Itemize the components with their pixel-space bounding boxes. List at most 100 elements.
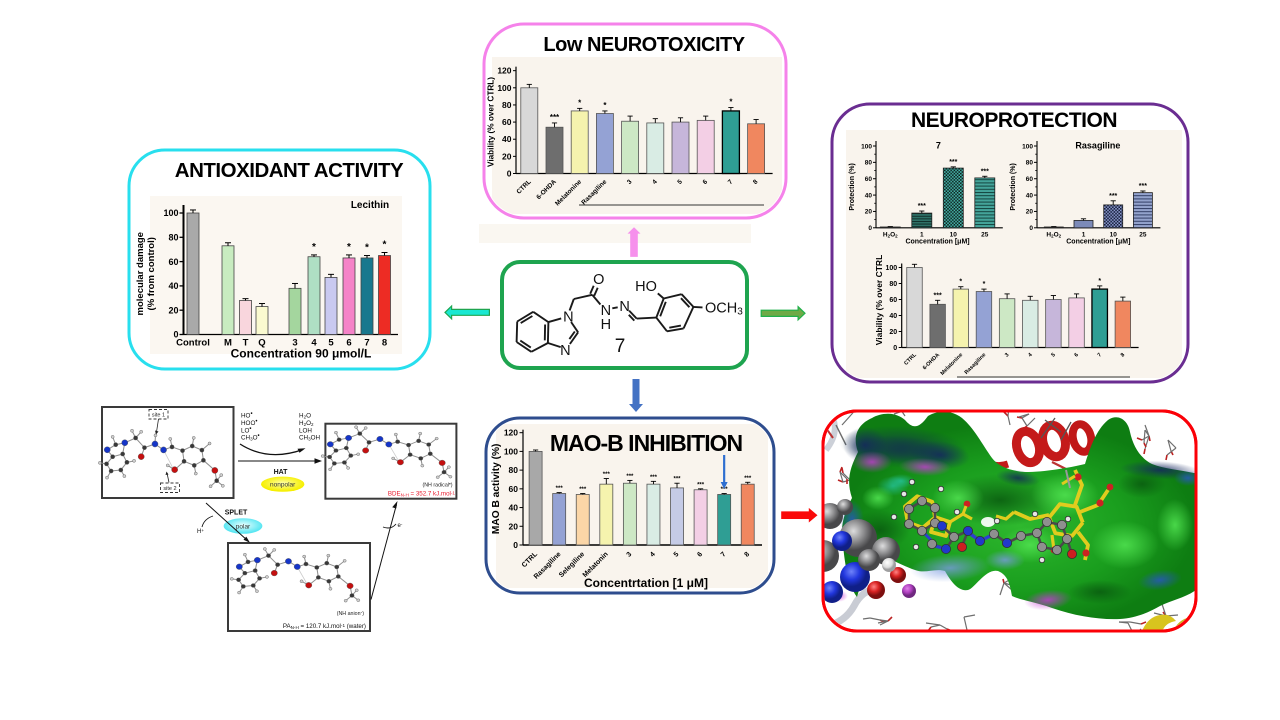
svg-text:120: 120 [504, 428, 518, 438]
svg-text:3: 3 [626, 178, 634, 186]
svg-text:0: 0 [507, 168, 512, 178]
svg-text:Control: Control [176, 338, 210, 349]
svg-text:N: N [560, 343, 570, 359]
svg-text:80: 80 [1026, 160, 1034, 167]
svg-text:***: *** [934, 292, 942, 299]
svg-text:0: 0 [868, 225, 872, 232]
svg-text:5: 5 [676, 178, 684, 186]
svg-text:Concentration [μM]: Concentration [μM] [905, 238, 969, 245]
svg-text:Protection (%): Protection (%) [849, 163, 856, 210]
svg-text:nonpolar: nonpolar [270, 482, 296, 489]
svg-text:*: * [578, 98, 582, 107]
svg-text:80: 80 [509, 465, 519, 475]
svg-text:4: 4 [311, 338, 317, 349]
svg-text:Rasagiline: Rasagiline [1075, 141, 1120, 151]
svg-text:Q: Q [258, 338, 265, 349]
svg-text:Protection (%): Protection (%) [1010, 163, 1017, 210]
svg-text:PAN-H = 120.7 kJ.mol-1 (water): PAN-H = 120.7 kJ.mol-1 (water) [283, 623, 366, 631]
svg-text:10: 10 [1110, 231, 1118, 238]
svg-text:OCH3: OCH3 [705, 301, 743, 318]
svg-text:CH3O•: CH3O• [241, 434, 260, 442]
svg-text:H2O2: H2O2 [299, 420, 314, 427]
svg-text:H: H [601, 317, 611, 333]
svg-text:7: 7 [615, 336, 626, 357]
svg-text:3: 3 [626, 551, 634, 559]
svg-text:site 1: site 1 [152, 413, 165, 419]
svg-text:molecular damage: molecular damage [135, 232, 146, 315]
svg-text:***: *** [603, 472, 611, 478]
svg-text:T: T [243, 338, 249, 349]
svg-text:40: 40 [865, 192, 873, 199]
svg-text:7: 7 [364, 338, 369, 349]
svg-text:8: 8 [743, 551, 751, 559]
svg-text:7: 7 [936, 141, 941, 151]
svg-text:O: O [593, 272, 604, 288]
svg-text:*: * [1098, 278, 1101, 285]
svg-text:HO: HO [635, 279, 657, 295]
svg-text:Concentration 90 μmol/L: Concentration 90 μmol/L [231, 347, 372, 361]
svg-text:NEUROPROTECTION: NEUROPROTECTION [911, 109, 1117, 132]
svg-text:(% from control): (% from control) [146, 237, 157, 310]
svg-text:6: 6 [696, 551, 704, 559]
svg-text:Viability (% over CTRL): Viability (% over CTRL) [487, 77, 496, 167]
svg-text:*: * [383, 239, 387, 250]
svg-text:5: 5 [1050, 352, 1056, 358]
svg-text:4: 4 [651, 178, 659, 186]
svg-text:10: 10 [950, 231, 958, 238]
svg-text:40: 40 [509, 503, 519, 513]
svg-text:40: 40 [502, 134, 512, 144]
svg-text:N: N [601, 303, 611, 319]
svg-text:*: * [312, 242, 316, 253]
svg-text:0: 0 [893, 345, 897, 352]
svg-text:H2O: H2O [299, 413, 311, 420]
svg-text:100: 100 [861, 143, 872, 150]
svg-text:0: 0 [173, 330, 178, 340]
svg-text:MAO B activity (%): MAO B activity (%) [491, 444, 502, 535]
svg-text:***: *** [697, 482, 705, 488]
svg-text:LO•: LO• [241, 427, 252, 435]
svg-text:20: 20 [502, 151, 512, 161]
svg-text:100: 100 [163, 208, 178, 218]
svg-text:(NH anion-): (NH anion-) [337, 610, 365, 618]
svg-text:3: 3 [1004, 352, 1010, 358]
svg-text:60: 60 [1026, 176, 1034, 183]
svg-text:*: * [347, 242, 351, 253]
svg-text:6: 6 [702, 178, 710, 186]
svg-text:20: 20 [889, 329, 897, 336]
svg-text:60: 60 [509, 484, 519, 494]
svg-text:7: 7 [720, 551, 728, 559]
svg-text:0: 0 [513, 540, 518, 550]
svg-text:7: 7 [727, 178, 735, 186]
svg-text:Viability (% over CTRL: Viability (% over CTRL [874, 255, 884, 346]
svg-text:60: 60 [168, 257, 178, 267]
svg-text:***: *** [918, 203, 926, 210]
svg-text:25: 25 [1139, 231, 1147, 238]
svg-text:SPLET: SPLET [225, 510, 248, 517]
svg-text:8: 8 [382, 338, 387, 349]
svg-text:N: N [619, 299, 629, 315]
svg-text:100: 100 [886, 265, 898, 272]
svg-text:60: 60 [889, 297, 897, 304]
svg-text:(NH radical•): (NH radical•) [422, 481, 452, 489]
svg-text:HO•: HO• [241, 412, 253, 420]
svg-text:4: 4 [649, 551, 657, 559]
svg-text:80: 80 [168, 233, 178, 243]
svg-text:60: 60 [865, 176, 873, 183]
svg-text:*: * [603, 101, 607, 110]
svg-text:25: 25 [981, 231, 989, 238]
svg-text:H+: H+ [197, 528, 204, 536]
svg-text:HOO•: HOO• [241, 419, 257, 427]
svg-text:N: N [563, 310, 573, 326]
svg-text:*: * [729, 98, 733, 107]
svg-text:***: *** [674, 477, 682, 483]
svg-text:***: *** [626, 474, 634, 480]
svg-text:7: 7 [1097, 352, 1103, 358]
svg-text:1: 1 [1082, 231, 1086, 238]
svg-text:***: *** [579, 487, 587, 493]
svg-text:e-: e- [398, 522, 403, 530]
svg-text:60: 60 [502, 117, 512, 127]
svg-text:MAO-B INHIBITION: MAO-B INHIBITION [550, 430, 743, 456]
svg-text:***: *** [721, 487, 729, 493]
svg-text:80: 80 [889, 281, 897, 288]
svg-text:*: * [365, 243, 369, 254]
